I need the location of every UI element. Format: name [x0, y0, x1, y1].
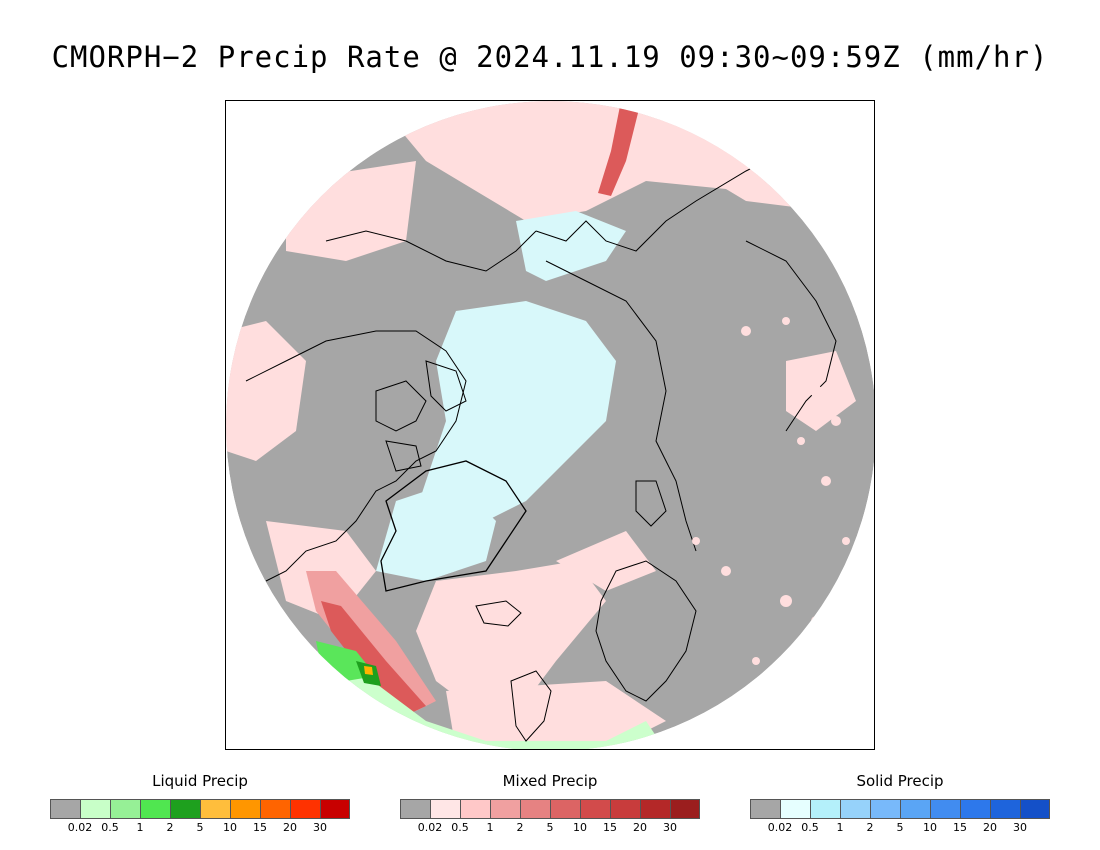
snow-area-greenland	[376, 481, 496, 581]
precip-area-pacific-west	[226, 321, 306, 461]
rain-band-pacific-heavy	[598, 101, 641, 196]
legend-swatch	[840, 799, 870, 819]
legend-tick-label: 5	[546, 821, 554, 834]
legend-swatches	[750, 799, 1050, 819]
legend-tick-label: 10	[923, 821, 937, 834]
legend-swatch	[810, 799, 840, 819]
legend-swatch	[750, 799, 780, 819]
legend-tick-label: 20	[983, 821, 997, 834]
legend-swatch	[900, 799, 930, 819]
legend-swatch	[400, 799, 430, 819]
coastlines	[245, 150, 837, 742]
legend-swatch	[290, 799, 320, 819]
legend-swatches	[50, 799, 350, 819]
snow-area-bering-strait	[516, 211, 626, 281]
precip-area-barents	[556, 531, 656, 591]
legend-tick-label: 0.5	[101, 821, 119, 834]
legend-swatch	[460, 799, 490, 819]
legend-title: Liquid Precip	[152, 772, 248, 790]
legend-tick-label: 5	[196, 821, 204, 834]
precip-area-europe-south	[446, 681, 666, 749]
legend-tick-label: 0.5	[451, 821, 469, 834]
legend-swatch	[200, 799, 230, 819]
coastline-arctic-islands	[375, 360, 467, 472]
legend-tick-label: 10	[223, 821, 237, 834]
scattered-precip-asia	[692, 317, 850, 665]
legend-swatch	[140, 799, 170, 819]
legend-tick-label: 10	[573, 821, 587, 834]
liquid-area-intense	[364, 666, 373, 675]
legend-tick-label: 20	[633, 821, 647, 834]
coastline-canada	[245, 330, 467, 582]
coastline-east-asia	[745, 240, 837, 432]
legend-ticks: 0.02 0.5 1 2 5 10 15 20 30	[50, 819, 350, 835]
legend-tick-label: 0.02	[417, 821, 443, 834]
legend-mixed: Mixed Precip 0.02 0.5 1 2 5 10 15 20 30	[400, 772, 700, 835]
legend-tick-label: 5	[896, 821, 904, 834]
legend-swatch	[1020, 799, 1050, 819]
legend-swatch	[430, 799, 460, 819]
legend-solid: Solid Precip 0.02 0.5 1 2 5 10 15 20 30	[750, 772, 1050, 835]
legend-tick-label: 2	[166, 821, 174, 834]
polar-precip-map	[226, 101, 874, 749]
precip-area-north-atlantic	[416, 561, 606, 711]
legend-tick-label: 15	[603, 821, 617, 834]
coastline-alaska	[325, 230, 537, 272]
legend-tick-label: 30	[313, 821, 327, 834]
legend-tick-label: 1	[136, 821, 144, 834]
rain-band-atlantic-heavy	[321, 601, 426, 713]
legend-tick-label: 2	[866, 821, 874, 834]
legend-tick-label: 0.02	[767, 821, 793, 834]
legend-swatch	[780, 799, 810, 819]
legend-tick-label: 0.02	[67, 821, 93, 834]
legend-tick-label: 30	[663, 821, 677, 834]
legend-swatches	[400, 799, 700, 819]
legend-title: Mixed Precip	[502, 772, 598, 790]
legend-tick-label: 15	[953, 821, 967, 834]
legend-swatch	[610, 799, 640, 819]
legend-swatch	[320, 799, 350, 819]
legend-title: Solid Precip	[856, 772, 944, 790]
coastline-british-isles	[510, 670, 552, 742]
legend-tick-label: 15	[253, 821, 267, 834]
legend-swatch	[520, 799, 550, 819]
legend-swatch	[230, 799, 260, 819]
coastline-iceland	[475, 600, 522, 627]
legend-ticks: 0.02 0.5 1 2 5 10 15 20 30	[400, 819, 700, 835]
legend-swatch	[550, 799, 580, 819]
legend-tick-label: 20	[283, 821, 297, 834]
coastline-scandinavia	[595, 560, 697, 702]
coastline-siberia	[545, 260, 697, 552]
legend-swatch	[110, 799, 140, 819]
legend-tick-label: 30	[1013, 821, 1027, 834]
legend-tick-label: 2	[516, 821, 524, 834]
legend-swatch	[870, 799, 900, 819]
legend-tick-label: 1	[836, 821, 844, 834]
greenland-landmass	[380, 460, 527, 592]
legend-swatch	[80, 799, 110, 819]
legend-swatch	[580, 799, 610, 819]
legend-swatch	[170, 799, 200, 819]
map-panel[interactable]	[225, 100, 875, 750]
page-title: CMORPH−2 Precip Rate @ 2024.11.19 09:30~…	[51, 40, 1049, 74]
legend-swatch	[260, 799, 290, 819]
legend-tick-label: 1	[486, 821, 494, 834]
legend-swatch	[990, 799, 1020, 819]
legend-liquid: Liquid Precip 0.02 0.5 1 2 5 10 15 20 30	[50, 772, 350, 835]
legend-swatch	[960, 799, 990, 819]
coastline-caspian	[635, 480, 667, 527]
legend-swatch	[670, 799, 700, 819]
legend-swatch	[930, 799, 960, 819]
legend-swatch	[490, 799, 520, 819]
legend-ticks: 0.02 0.5 1 2 5 10 15 20 30	[750, 819, 1050, 835]
legend-tick-label: 0.5	[801, 821, 819, 834]
legend-swatch	[640, 799, 670, 819]
legend-swatch	[50, 799, 80, 819]
